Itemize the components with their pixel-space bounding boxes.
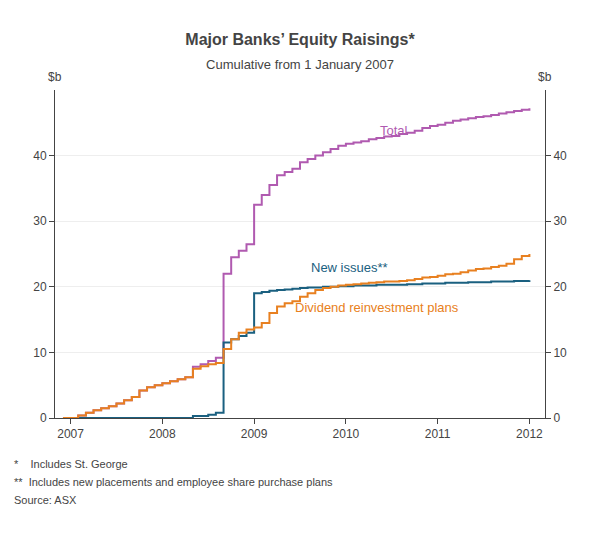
- svg-text:0: 0: [553, 411, 560, 425]
- svg-text:30: 30: [553, 214, 567, 228]
- svg-text:$b: $b: [48, 70, 62, 84]
- svg-text:0: 0: [40, 411, 47, 425]
- svg-text:2010: 2010: [333, 427, 360, 441]
- svg-text:20: 20: [553, 280, 567, 294]
- svg-text:New issues**: New issues**: [311, 260, 388, 275]
- svg-text:Cumulative from 1 January 2007: Cumulative from 1 January 2007: [206, 57, 394, 72]
- svg-text:10: 10: [33, 346, 47, 360]
- svg-text:Dividend reinvestment plans: Dividend reinvestment plans: [295, 300, 459, 315]
- svg-text:10: 10: [553, 346, 567, 360]
- svg-text:20: 20: [33, 280, 47, 294]
- svg-text:2007: 2007: [57, 427, 84, 441]
- svg-text:* Includes St. George: * Includes St. George: [14, 458, 128, 470]
- svg-text:30: 30: [33, 214, 47, 228]
- svg-text:2012: 2012: [516, 427, 543, 441]
- svg-text:Major Banks’ Equity Raisings*: Major Banks’ Equity Raisings*: [185, 31, 415, 48]
- svg-text:40: 40: [33, 149, 47, 163]
- svg-text:2009: 2009: [241, 427, 268, 441]
- svg-text:$b: $b: [538, 70, 552, 84]
- svg-text:Total: Total: [380, 123, 408, 138]
- svg-text:2011: 2011: [425, 427, 451, 441]
- svg-text:Source: ASX: Source: ASX: [14, 494, 77, 506]
- svg-text:40: 40: [553, 149, 567, 163]
- svg-text:** Includes new placements an: ** Includes new placements and employee …: [14, 476, 333, 488]
- svg-text:2008: 2008: [149, 427, 176, 441]
